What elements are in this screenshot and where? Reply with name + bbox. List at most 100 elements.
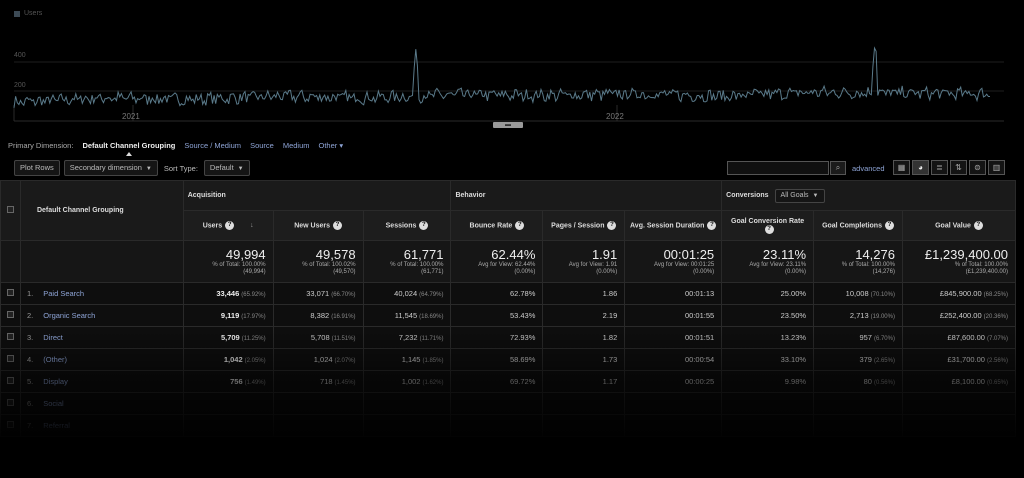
row-checkbox[interactable] — [6, 311, 14, 318]
help-icon[interactable]: ? — [419, 221, 429, 230]
total-value: 14,276 — [855, 247, 895, 262]
dimension-source[interactable]: Source — [250, 141, 274, 150]
advanced-filter-link[interactable]: advanced — [852, 164, 885, 173]
metric-percent: (1.49%) — [244, 380, 266, 386]
total-note: % of Total: 100.00% — [954, 262, 1008, 268]
metric-cell: £8,100.00 (0.65%) — [901, 370, 1017, 393]
metric-value: 33.10% — [780, 355, 807, 364]
term-cloud-view-icon[interactable]: ⊜ — [969, 160, 986, 175]
dimension-other-dropdown[interactable]: Other ▾ — [319, 141, 344, 150]
pivot-view-icon[interactable]: ▥ — [988, 160, 1005, 175]
col-goal-conversion-rate[interactable]: Goal Conversion Rate? — [721, 210, 815, 241]
metric-percent: (16.91%) — [331, 314, 356, 320]
goal-selector-dropdown[interactable]: All Goals ▼ — [774, 188, 825, 203]
row-index: 6. — [26, 399, 34, 408]
select-all-checkbox[interactable] — [6, 206, 14, 213]
metric-cell: 1.73 — [542, 348, 626, 371]
col-sessions[interactable]: Sessions? — [362, 210, 452, 241]
metric-cell: 00:01:51 — [624, 326, 723, 349]
row-checkbox[interactable] — [6, 421, 14, 428]
total-note: Avg for View: 1.91 — [568, 262, 618, 268]
metric-cell: 957 (6.70%) — [813, 326, 903, 349]
total-note: Avg for View: 00:01:25 — [654, 262, 715, 268]
row-select-cell — [0, 304, 21, 327]
col-bounce-rate[interactable]: Bounce Rate? — [450, 210, 544, 241]
col-pages-session[interactable]: Pages / Session? — [542, 210, 626, 241]
col-users[interactable]: Users? ↓ — [182, 210, 274, 241]
table-row: 4. (Other) 1,042 (2.05%) 1,024 (2.07%) 1,145 (1… — [0, 348, 1017, 371]
goal-selector-value: All Goals — [780, 191, 809, 199]
metric-cell — [901, 414, 1017, 437]
help-icon[interactable]: ? — [884, 221, 894, 230]
metric-percent: (2.07%) — [334, 358, 356, 364]
primary-dimension-bar: Primary Dimension: Default Channel Group… — [8, 141, 344, 156]
row-dimension-link[interactable]: Organic Search — [43, 311, 96, 320]
row-index: 3. — [26, 333, 34, 342]
help-icon[interactable]: ? — [607, 221, 617, 230]
metric-cell: 8,382 (16.91%) — [272, 304, 364, 327]
row-select-cell — [0, 348, 21, 371]
chart-resize-handle[interactable]: ▬ — [493, 122, 523, 128]
table-search-input[interactable] — [727, 161, 829, 175]
metric-cell: 756 (1.49%) — [182, 370, 274, 393]
row-dimension-link[interactable]: Display — [43, 377, 68, 386]
metric-cell: 72.93% — [450, 326, 544, 349]
row-dimension-link[interactable]: Direct — [43, 333, 63, 342]
help-icon[interactable]: ? — [515, 221, 525, 230]
row-checkbox[interactable] — [6, 399, 14, 406]
total-cell: 61,771% of Total: 100.00% (61,771) — [362, 240, 452, 283]
metric-value: £87,600.00 — [947, 333, 985, 342]
row-checkbox[interactable] — [6, 355, 14, 362]
row-dimension-link[interactable]: Social — [43, 399, 64, 408]
table-view-icon[interactable]: ▦ — [893, 160, 910, 175]
performance-view-icon[interactable]: ≣ — [931, 160, 948, 175]
legend-swatch — [14, 10, 20, 17]
total-cell: 49,578% of Total: 100.02% (49,570) — [272, 240, 364, 283]
metric-value: 00:00:54 — [684, 355, 715, 364]
row-checkbox[interactable] — [6, 289, 14, 296]
secondary-dimension-dropdown[interactable]: Secondary dimension ▼ — [63, 160, 158, 176]
search-icon[interactable]: ⌕ — [830, 161, 846, 175]
metric-value: 756 — [230, 377, 243, 386]
row-checkbox[interactable] — [6, 333, 14, 340]
metric-cell: 2.19 — [542, 304, 626, 327]
chevron-down-icon: ▾ — [339, 141, 344, 150]
metric-percent: (1.85%) — [422, 358, 444, 364]
conversions-group-header: Conversions All Goals ▼ — [721, 180, 1016, 211]
metric-percent: (0.56%) — [873, 380, 895, 386]
row-dimension-cell: 1. Paid Search — [19, 282, 184, 305]
help-icon[interactable]: ? — [973, 221, 983, 230]
help-icon[interactable]: ? — [333, 221, 342, 230]
dimension-default-channel-grouping[interactable]: Default Channel Grouping — [82, 141, 176, 156]
row-dimension-link[interactable]: Paid Search — [43, 289, 85, 298]
col-goal-value[interactable]: Goal Value? — [901, 210, 1017, 241]
metric-percent: (2.65%) — [873, 358, 895, 364]
sort-desc-icon[interactable]: ↓ — [250, 222, 254, 230]
col-new-users[interactable]: New Users? — [272, 210, 364, 241]
help-icon[interactable]: ? — [707, 221, 717, 230]
help-icon[interactable]: ? — [225, 221, 235, 230]
metric-percent: (68.25%) — [983, 292, 1008, 298]
plot-rows-button[interactable]: Plot Rows — [14, 160, 60, 176]
total-cell: 00:01:25 Avg for View: 00:01:25 (0.00%) — [624, 240, 723, 283]
metric-value: £31,700.00 — [947, 355, 985, 364]
dimension-source-medium[interactable]: Source / Medium — [184, 141, 242, 150]
metric-value: 1,042 — [223, 355, 243, 364]
sort-type-dropdown[interactable]: Default ▼ — [203, 160, 250, 176]
col-avg-session-duration[interactable]: Avg. Session Duration? — [624, 210, 723, 241]
dimension-medium[interactable]: Medium — [282, 141, 310, 150]
row-dimension-link[interactable]: Referral — [43, 421, 70, 430]
total-note: (61,771) — [421, 269, 444, 275]
row-dimension-link[interactable]: (Other) — [43, 355, 67, 364]
table-row: 7. Referral — [0, 414, 1017, 437]
dimension-column-header[interactable]: Default Channel Grouping — [19, 180, 184, 241]
percentage-view-icon[interactable]: ◕ — [912, 160, 929, 175]
comparison-view-icon[interactable]: ⇅ — [950, 160, 967, 175]
help-icon[interactable]: ? — [764, 224, 774, 234]
total-note: (49,994) — [243, 269, 266, 275]
metric-cell: 33,071 (66.70%) — [272, 282, 364, 305]
row-index: 4. — [26, 355, 34, 364]
col-goal-completions[interactable]: Goal Completions? — [813, 210, 903, 241]
row-checkbox[interactable] — [6, 377, 14, 384]
metric-cell: 80 (0.56%) — [813, 370, 903, 393]
